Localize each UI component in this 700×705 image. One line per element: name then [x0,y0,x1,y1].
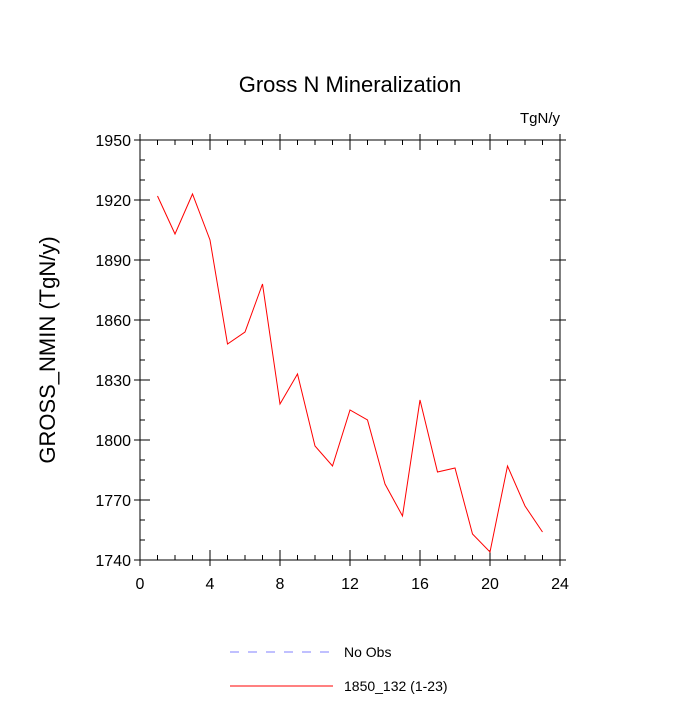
legend-label-1: 1850_132 (1-23) [344,678,448,694]
y-tick-label: 1800 [95,433,131,450]
y-tick-label: 1890 [95,253,131,270]
x-tick-label: 4 [206,576,215,593]
y-axis-label: GROSS_NMIN (TgN/y) [35,236,60,463]
y-tick-label: 1920 [95,193,131,210]
x-tick-label: 24 [551,576,569,593]
y-tick-label: 1950 [95,133,131,150]
y-tick-label: 1830 [95,373,131,390]
y-tick-label: 1740 [95,553,131,570]
tick-labels: 0 4 8 12 16 20 24 1740 1770 1800 1830 1860 1890 1920 1… [95,133,569,593]
units-label: TgN/y [520,110,561,127]
legend: No Obs 1850_132 (1-23) [230,644,448,694]
x-tick-label: 20 [481,576,499,593]
x-tick-label: 0 [136,576,145,593]
axis-ticks [134,134,566,566]
x-tick-label: 12 [341,576,359,593]
series-lines [157,192,543,554]
y-tick-label: 1770 [95,493,131,510]
x-tick-label: 8 [276,576,285,593]
plot-frame [139,139,561,561]
legend-label-0: No Obs [344,644,391,660]
series-line-1 [157,192,543,554]
x-tick-label: 16 [411,576,429,593]
chart-title: Gross N Mineralization [239,72,462,97]
y-tick-label: 1860 [95,313,131,330]
